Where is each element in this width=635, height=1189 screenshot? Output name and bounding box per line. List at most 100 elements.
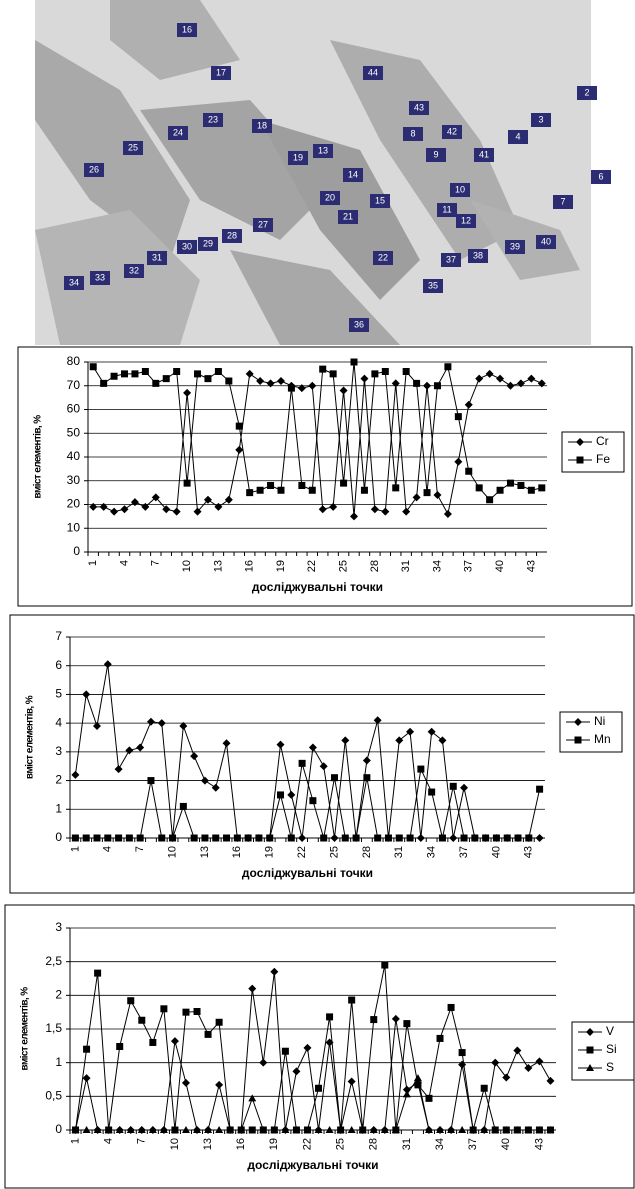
- label-box: [403, 127, 423, 141]
- data-point: [125, 746, 134, 755]
- label-box: [468, 249, 488, 263]
- x-tick-label: 19: [275, 560, 287, 572]
- data-point: [179, 802, 187, 810]
- x-tick-label: 10: [181, 560, 193, 572]
- data-point: [486, 496, 494, 504]
- point-label: 25: [128, 142, 138, 152]
- data-point: [100, 379, 108, 387]
- data-point: [211, 783, 220, 792]
- legend-marker: [576, 456, 584, 464]
- data-point: [480, 1084, 488, 1092]
- data-point: [424, 1126, 433, 1133]
- data-point: [244, 834, 252, 842]
- data-point: [406, 727, 415, 736]
- data-point: [137, 1126, 146, 1133]
- data-point: [204, 375, 212, 383]
- x-tick-label: 7: [150, 560, 162, 566]
- y-tick-label: 1: [55, 801, 62, 815]
- data-point: [298, 759, 306, 767]
- data-point: [201, 834, 209, 842]
- data-point: [259, 1058, 268, 1067]
- point-label: 31: [152, 252, 162, 262]
- data-point: [83, 1045, 91, 1053]
- data-point: [308, 486, 316, 494]
- series-line: [75, 964, 551, 1131]
- data-point: [89, 363, 97, 371]
- chart: 0 10 20 30 40 50 60 70 80 1 4 7 10 13 16 19 22 25 28 31 34 37…: [17, 346, 633, 607]
- data-point: [173, 368, 181, 375]
- point-label: 43: [414, 102, 424, 112]
- data-point: [363, 774, 371, 782]
- data-point: [524, 1126, 533, 1133]
- label-box: [536, 235, 556, 249]
- data-point: [373, 716, 382, 725]
- micrograph: 2346789101112131415161718192021222324252…: [35, 0, 611, 345]
- data-point: [281, 1047, 289, 1055]
- label-box: [124, 264, 144, 278]
- x-tick-label: 34: [431, 560, 443, 572]
- data-point: [115, 1126, 124, 1133]
- point-label: 32: [129, 265, 139, 275]
- data-point: [503, 834, 511, 842]
- label-box: [198, 237, 218, 251]
- data-point: [287, 834, 295, 842]
- data-point: [348, 996, 356, 1004]
- label-box: [147, 251, 167, 265]
- y-tick-label: 1,5: [45, 1021, 62, 1035]
- x-tick-label: 40: [490, 846, 502, 858]
- data-point: [438, 834, 446, 842]
- data-point: [309, 797, 317, 805]
- label-box: [177, 240, 197, 254]
- data-point: [160, 1005, 168, 1013]
- data-point: [475, 374, 484, 383]
- data-point: [469, 1126, 478, 1133]
- data-point: [454, 413, 462, 421]
- data-point: [121, 370, 129, 378]
- x-tick-label: 37: [467, 1138, 479, 1150]
- point-label: 20: [325, 192, 335, 202]
- y-tick-label: 20: [67, 497, 81, 511]
- data-point: [360, 486, 368, 494]
- x-tick-label: 40: [494, 560, 506, 572]
- y-axis-title: вміст елементів, %: [33, 415, 44, 499]
- data-point: [433, 382, 441, 390]
- data-point: [157, 719, 166, 728]
- x-tick-label: 34: [434, 1138, 446, 1150]
- data-point: [464, 400, 473, 409]
- data-point: [336, 1126, 345, 1133]
- legend-marker: [586, 1028, 594, 1036]
- point-label: 10: [455, 184, 465, 194]
- data-point: [314, 1126, 323, 1133]
- data-point: [458, 1060, 467, 1069]
- data-point: [444, 363, 452, 371]
- x-tick-label: 16: [235, 1138, 247, 1150]
- data-point: [115, 834, 123, 842]
- label-box: [426, 148, 446, 162]
- data-point: [347, 1077, 356, 1086]
- data-point: [381, 961, 389, 969]
- data-point: [535, 1126, 544, 1133]
- y-tick-label: 70: [67, 378, 81, 392]
- data-point: [297, 384, 306, 393]
- data-point: [391, 1014, 400, 1023]
- label-box: [349, 318, 369, 332]
- y-tick-label: 2,5: [45, 954, 62, 968]
- data-point: [502, 1126, 511, 1133]
- data-point: [527, 374, 536, 383]
- data-point: [391, 1126, 400, 1133]
- data-point: [449, 782, 457, 790]
- data-point: [425, 1094, 433, 1102]
- chart-frame: [17, 346, 633, 607]
- label-box: [338, 210, 358, 224]
- data-point: [214, 368, 222, 375]
- x-tick-label: 28: [369, 560, 381, 572]
- legend-marker: [586, 1046, 594, 1054]
- data-point: [292, 1067, 301, 1076]
- series-line: [92, 361, 542, 501]
- point-label: 4: [515, 131, 520, 141]
- x-tick-label: 43: [533, 1138, 545, 1150]
- y-tick-label: 5: [55, 687, 62, 701]
- data-point: [516, 379, 525, 388]
- label-box: [370, 194, 390, 208]
